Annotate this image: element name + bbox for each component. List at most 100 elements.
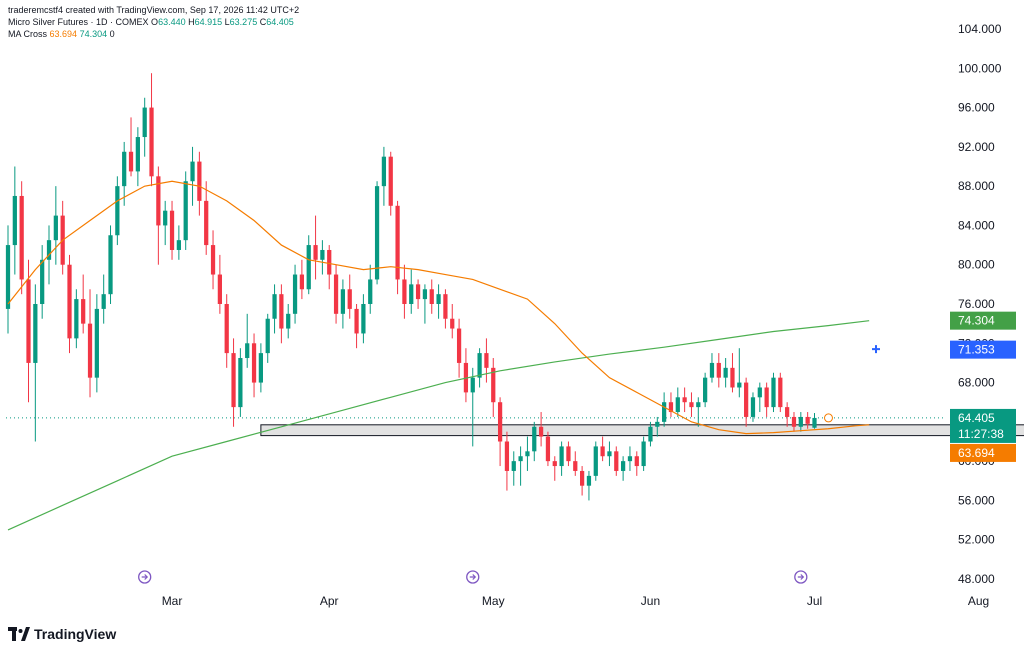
candle [771, 372, 776, 413]
symbol-name[interactable]: Micro Silver Futures · 1D · COMEX [8, 17, 149, 27]
candle [750, 392, 756, 422]
candle-body [368, 279, 373, 304]
tradingview-logo[interactable]: TradingView [8, 626, 116, 642]
indicator-legend[interactable]: MA Cross 63.694 74.304 0 [8, 29, 115, 39]
cross-price-tag-bg [950, 340, 1016, 359]
candle [340, 279, 346, 329]
dividend-marker [823, 413, 833, 423]
candle-body [812, 417, 817, 428]
candle-body [491, 367, 496, 403]
low-value: 63.275 [229, 17, 258, 27]
candle-body [627, 456, 633, 462]
candle [641, 436, 646, 471]
ma-slow-legend-value: 74.304 [79, 29, 108, 39]
event-arrow-icon[interactable] [466, 570, 480, 584]
candle [477, 348, 482, 388]
candle [668, 392, 674, 417]
candle [238, 348, 243, 417]
candle-body [128, 151, 134, 172]
candle-body [805, 416, 810, 424]
y-tick-label: 104.000 [958, 22, 1002, 36]
event-arrow-icon[interactable] [794, 570, 808, 584]
candle [648, 421, 653, 447]
candle [128, 117, 134, 177]
candle-body [53, 215, 58, 241]
countdown-tag: 11:27:38 [958, 427, 1004, 441]
candle-body [662, 402, 667, 422]
event-arrow-icon[interactable] [138, 570, 152, 584]
candle [798, 412, 803, 432]
candle [662, 392, 667, 427]
candle [716, 353, 721, 388]
candle [778, 372, 783, 413]
candle [306, 235, 311, 295]
candle [381, 146, 387, 206]
candle [149, 73, 154, 187]
candle [135, 127, 140, 187]
candle-body [306, 245, 311, 290]
candle-body [771, 377, 776, 408]
candle-body [703, 377, 708, 403]
high-value: 64.915 [194, 17, 223, 27]
candle-body [299, 274, 305, 290]
candle [361, 294, 366, 344]
candle [60, 200, 65, 275]
y-tick-label: 80.000 [958, 258, 995, 272]
candle-body [163, 210, 168, 226]
ma-fast-legend-value: 63.694 [49, 29, 78, 39]
candle-body [422, 289, 428, 300]
candle [217, 254, 222, 314]
tradingview-logo-icon [8, 627, 30, 641]
candle [176, 225, 181, 260]
ma-slow-line [7, 320, 870, 531]
candle [402, 264, 407, 319]
candle [197, 151, 202, 216]
candle [655, 416, 660, 437]
candle [183, 171, 188, 250]
candle-body [620, 461, 626, 471]
candle [757, 382, 762, 413]
candle-body [361, 304, 366, 334]
candle-body [538, 426, 544, 437]
candle-body [716, 362, 721, 378]
candle-body [26, 279, 31, 363]
candle [730, 353, 735, 393]
candle-body [258, 353, 264, 383]
candle [101, 274, 106, 324]
candle [566, 441, 571, 467]
candle [723, 358, 728, 388]
candle [40, 245, 45, 319]
candle-body [217, 274, 222, 304]
candle-body [12, 195, 17, 246]
candle-body [682, 397, 687, 403]
candle [224, 294, 229, 368]
candle [696, 397, 701, 427]
candle [163, 200, 168, 246]
candle-body [333, 274, 339, 314]
candle-body [696, 402, 701, 408]
ma-fast-price-tag: 63.694 [958, 446, 995, 460]
candle-body [87, 323, 93, 378]
candle [532, 421, 537, 462]
candle [703, 372, 708, 408]
candle-body [723, 367, 728, 378]
candle-body [791, 416, 797, 427]
candle [81, 274, 86, 334]
candle [525, 436, 530, 471]
candle-body [600, 446, 605, 457]
candle-body [675, 397, 680, 413]
candle-body [347, 289, 352, 309]
candle [368, 264, 373, 314]
candle [586, 470, 592, 501]
y-tick-label: 96.000 [958, 101, 995, 115]
candle-body [135, 137, 140, 172]
candle-body [374, 186, 380, 280]
candle-body [504, 441, 510, 471]
candle-body [272, 294, 277, 319]
indicator-extra-value: 0 [109, 29, 115, 39]
candle [436, 284, 441, 319]
candle [484, 338, 489, 383]
candle [245, 313, 250, 368]
candle [299, 259, 305, 300]
